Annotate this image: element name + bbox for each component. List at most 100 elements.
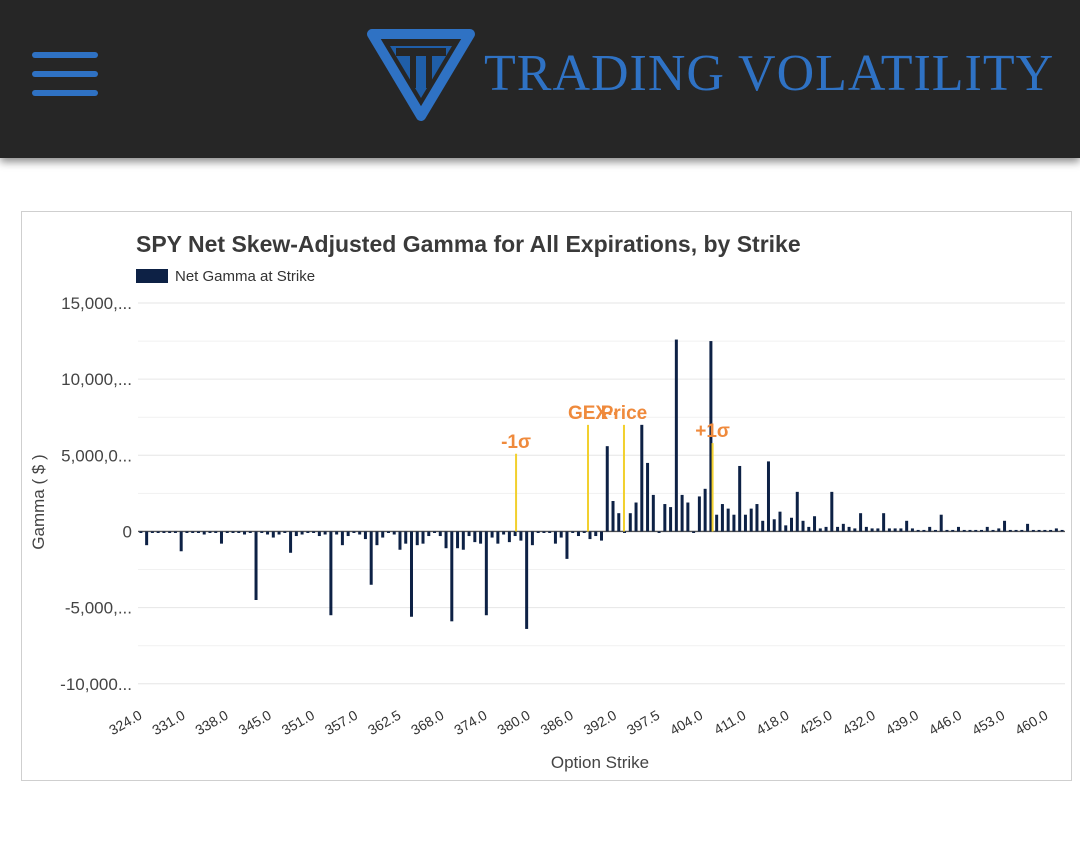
bar[interactable] (893, 528, 897, 532)
bar[interactable] (553, 531, 557, 544)
legend-label[interactable]: Net Gamma at Strike (175, 268, 315, 285)
bar[interactable] (312, 531, 316, 533)
bar[interactable] (956, 526, 960, 532)
bar[interactable] (306, 531, 310, 533)
bar[interactable] (1037, 529, 1041, 532)
legend-swatch[interactable] (136, 269, 168, 283)
bar[interactable] (951, 529, 955, 532)
bar[interactable] (260, 531, 264, 533)
bar[interactable] (617, 513, 621, 532)
brand-name[interactable]: TRADING VOLATILITY (484, 45, 1055, 102)
bar[interactable] (576, 531, 580, 537)
bar[interactable] (720, 504, 724, 532)
bar[interactable] (824, 526, 828, 532)
bar[interactable] (784, 525, 788, 532)
bar[interactable] (974, 529, 978, 532)
bar[interactable] (243, 531, 247, 535)
bar[interactable] (421, 531, 425, 544)
bar[interactable] (202, 531, 206, 535)
bar[interactable] (225, 531, 229, 533)
bar[interactable] (709, 341, 713, 532)
bar[interactable] (910, 528, 914, 532)
bar[interactable] (179, 531, 183, 552)
bar[interactable] (346, 531, 350, 537)
bar[interactable] (939, 514, 943, 532)
bar[interactable] (473, 531, 477, 543)
bar[interactable] (646, 462, 650, 532)
bar[interactable] (899, 528, 903, 532)
bar[interactable] (369, 531, 373, 585)
bar[interactable] (1014, 529, 1018, 532)
bar[interactable] (358, 531, 362, 535)
bar[interactable] (887, 528, 891, 532)
bar[interactable] (933, 529, 937, 532)
bar[interactable] (208, 531, 212, 533)
bar[interactable] (496, 531, 500, 544)
bar[interactable] (300, 531, 304, 535)
bar[interactable] (283, 531, 287, 533)
bar[interactable] (185, 531, 189, 533)
bar[interactable] (559, 531, 563, 538)
bar[interactable] (162, 531, 166, 533)
bar[interactable] (363, 531, 367, 540)
bar[interactable] (703, 488, 707, 532)
bar[interactable] (870, 528, 874, 532)
bar[interactable] (502, 531, 506, 535)
bar[interactable] (594, 531, 598, 537)
bar[interactable] (928, 526, 932, 532)
bar[interactable] (530, 531, 534, 546)
bar[interactable] (231, 531, 235, 533)
bar[interactable] (761, 520, 765, 532)
bar[interactable] (456, 531, 460, 549)
bar[interactable] (398, 531, 402, 550)
bar[interactable] (173, 531, 177, 533)
hamburger-menu-icon[interactable] (32, 52, 100, 98)
bar[interactable] (778, 511, 782, 532)
bar[interactable] (427, 531, 431, 537)
bar[interactable] (375, 531, 379, 546)
bar[interactable] (433, 531, 437, 533)
bar[interactable] (634, 502, 638, 532)
bar[interactable] (548, 531, 552, 533)
bar[interactable] (352, 531, 356, 533)
bar[interactable] (381, 531, 385, 538)
bar[interactable] (1060, 529, 1064, 532)
bar[interactable] (830, 491, 834, 532)
bar[interactable] (507, 531, 511, 543)
bar[interactable] (985, 526, 989, 532)
bar[interactable] (289, 531, 293, 553)
bar[interactable] (841, 523, 845, 532)
bar[interactable] (271, 531, 275, 538)
bar[interactable] (513, 531, 517, 537)
bar[interactable] (490, 531, 494, 538)
bar[interactable] (467, 531, 471, 537)
bar[interactable] (214, 531, 218, 533)
bar[interactable] (674, 339, 678, 532)
bar[interactable] (686, 502, 690, 532)
bar[interactable] (438, 531, 442, 537)
bar[interactable] (254, 531, 258, 600)
bar[interactable] (196, 531, 200, 533)
triangle-logo-icon[interactable] (366, 28, 476, 122)
bar[interactable] (755, 504, 759, 532)
bar[interactable] (1031, 529, 1035, 532)
bar[interactable] (980, 529, 984, 532)
bar[interactable] (732, 514, 736, 532)
bar[interactable] (905, 520, 909, 532)
bar[interactable] (335, 531, 339, 535)
bar[interactable] (600, 531, 603, 541)
bar[interactable] (588, 531, 592, 540)
bar[interactable] (864, 526, 868, 532)
bar[interactable] (479, 531, 483, 544)
bar[interactable] (876, 528, 880, 532)
bar[interactable] (628, 513, 632, 532)
bar[interactable] (795, 491, 799, 532)
bar[interactable] (945, 529, 949, 532)
bar[interactable] (392, 531, 396, 535)
bar[interactable] (277, 531, 281, 535)
bar[interactable] (738, 465, 742, 532)
bar[interactable] (692, 531, 696, 533)
bar[interactable] (766, 461, 770, 532)
bar[interactable] (237, 531, 241, 533)
bar[interactable] (139, 531, 143, 533)
